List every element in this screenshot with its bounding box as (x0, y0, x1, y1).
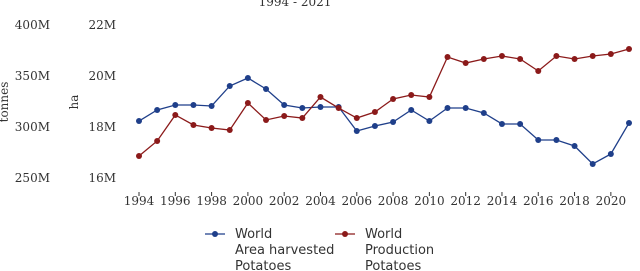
x-tick-label: 2010 (414, 194, 445, 208)
point (299, 115, 306, 122)
point (444, 54, 451, 61)
point (498, 53, 505, 60)
point (317, 94, 324, 101)
x-tick-label: 2018 (559, 194, 590, 208)
point (226, 127, 233, 134)
point (480, 110, 487, 117)
point (462, 60, 469, 67)
point (444, 105, 451, 112)
point (263, 116, 270, 123)
point (226, 82, 233, 89)
x-tick-label: 2004 (305, 194, 336, 208)
point (607, 50, 614, 57)
point (281, 112, 288, 119)
y2-tick-label: 18M (88, 120, 116, 134)
y2-tick-label: 16M (88, 171, 116, 185)
x-tick-label: 1994 (124, 194, 155, 208)
point (281, 101, 288, 108)
point (553, 137, 560, 144)
x-tick-label: 1998 (196, 194, 227, 208)
point (208, 102, 215, 109)
x-tick-label: 2020 (596, 194, 627, 208)
point (517, 120, 524, 127)
point (172, 111, 179, 118)
point (607, 151, 614, 158)
point (553, 53, 560, 60)
point (244, 74, 251, 81)
x-tick-label: 2006 (342, 194, 373, 208)
point (208, 125, 215, 132)
series-line (138, 48, 630, 157)
legend-label: World Area harvested Potatoes (235, 227, 334, 271)
y2-axis-label: ha (67, 95, 81, 110)
point (571, 142, 578, 149)
point (136, 152, 142, 159)
legend-marker (212, 231, 218, 237)
legend-marker (342, 231, 348, 237)
point (371, 109, 378, 116)
point (353, 115, 360, 122)
x-tick-label: 1996 (160, 194, 191, 208)
point (408, 106, 415, 113)
x-tick-label: 2016 (523, 194, 554, 208)
point (390, 119, 397, 126)
point (154, 106, 161, 113)
point (317, 104, 324, 111)
point (299, 105, 306, 112)
legend-label: World Production Potatoes (365, 227, 434, 271)
y-tick-label: 400M (15, 18, 50, 32)
x-tick-label: 2002 (269, 194, 300, 208)
point (426, 118, 433, 125)
point (535, 137, 542, 144)
y-tick-label: 350M (15, 69, 50, 83)
y-tick-label: 250M (15, 171, 50, 185)
point (517, 55, 524, 62)
y-tick-label: 300M (15, 120, 50, 134)
chart-title: 1994 - 2021 (259, 0, 332, 9)
point (190, 101, 197, 108)
point (408, 91, 415, 98)
y-axis-label: tonnes (0, 82, 11, 123)
point (353, 128, 360, 135)
point (626, 45, 632, 52)
point (371, 123, 378, 130)
point (462, 105, 469, 112)
point (263, 86, 270, 93)
point (154, 137, 161, 144)
point (244, 100, 251, 107)
x-tick-label: 2008 (378, 194, 409, 208)
point (172, 101, 179, 108)
point (426, 94, 433, 101)
point (589, 161, 596, 168)
x-tick-label: 2000 (233, 194, 264, 208)
point (190, 121, 197, 128)
point (136, 118, 142, 125)
point (571, 55, 578, 62)
y2-tick-label: 22M (88, 18, 116, 32)
point (480, 55, 487, 62)
point (626, 119, 632, 126)
point (589, 53, 596, 60)
x-tick-label: 2014 (487, 194, 518, 208)
point (498, 120, 505, 127)
series-line (138, 77, 630, 165)
point (535, 68, 542, 75)
point (335, 105, 342, 112)
point (390, 95, 397, 102)
y2-tick-label: 20M (88, 69, 116, 83)
x-tick-label: 2012 (450, 194, 481, 208)
